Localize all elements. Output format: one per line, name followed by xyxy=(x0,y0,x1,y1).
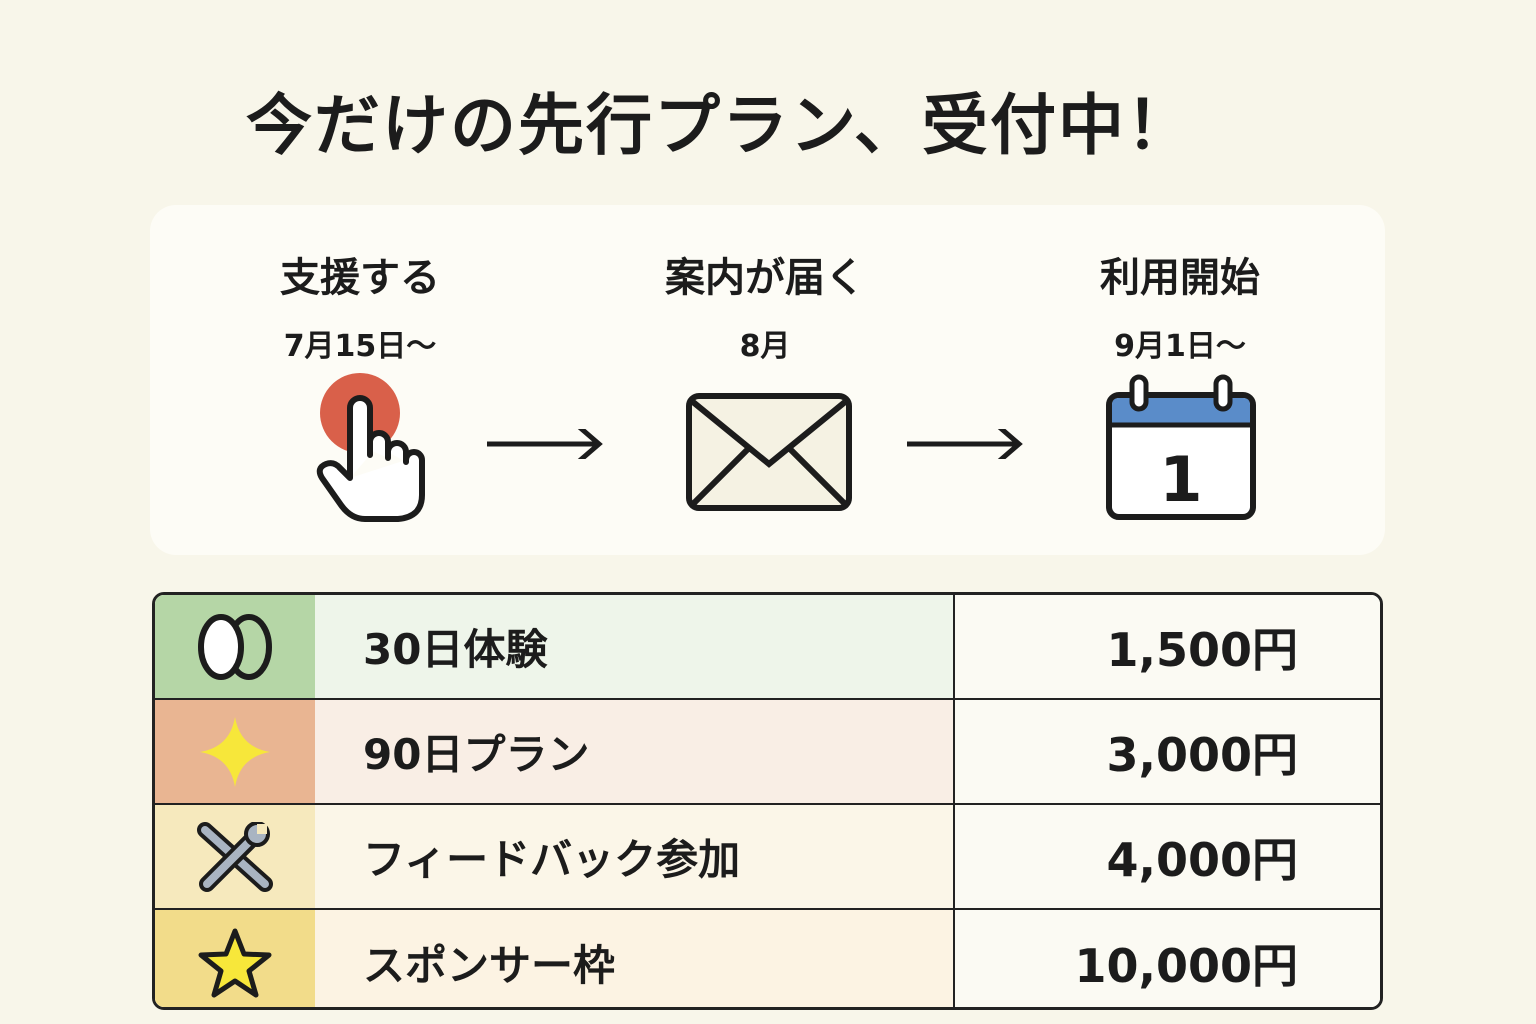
star-icon xyxy=(155,910,315,1007)
arrow-icon xyxy=(907,429,1023,459)
sparkle-icon xyxy=(155,700,315,803)
step-start: 利用開始 9月1日〜 xyxy=(1030,245,1330,365)
tap-hand-icon xyxy=(316,373,425,522)
plan-table: 30日体験 1,500円 90日プラン 3,000円 フィードバック参加 4,0… xyxy=(152,592,1383,1010)
plan-price: 4,000円 xyxy=(955,805,1380,908)
egg-icon xyxy=(155,595,315,698)
step-label: 支援する xyxy=(280,255,440,301)
plan-name: フィードバック参加 xyxy=(315,805,955,908)
plan-row: フィードバック参加 4,000円 xyxy=(155,805,1380,910)
step-date: 7月15日〜 xyxy=(283,329,437,364)
plan-name: スポンサー枠 xyxy=(315,910,955,1007)
envelope-icon xyxy=(686,393,852,511)
plan-row: 30日体験 1,500円 xyxy=(155,595,1380,700)
step-label: 案内が届く xyxy=(665,255,865,301)
step-date: 8月 xyxy=(739,329,791,364)
plan-row: 90日プラン 3,000円 xyxy=(155,700,1380,805)
tools-icon xyxy=(155,805,315,908)
arrow-icon xyxy=(487,429,603,459)
timeline-card: 支援する 7月15日〜 案内が届く 8月 利用開始 9月1日〜 1 xyxy=(150,205,1385,555)
step-support: 支援する 7月15日〜 xyxy=(210,245,510,365)
plan-price: 10,000円 xyxy=(955,910,1380,1007)
step-label: 利用開始 xyxy=(1100,255,1260,301)
step-date: 9月1日〜 xyxy=(1114,329,1246,364)
plan-price: 1,500円 xyxy=(955,595,1380,698)
plan-price: 3,000円 xyxy=(955,700,1380,803)
plan-name: 90日プラン xyxy=(315,700,955,803)
calendar-icon: 1 xyxy=(1106,374,1256,520)
calendar-day: 1 xyxy=(1159,443,1202,516)
page-title: 今だけの先行プラン、受付中！ xyxy=(245,87,1195,164)
plan-row: スポンサー枠 10,000円 xyxy=(155,910,1380,1007)
step-notice: 案内が届く 8月 xyxy=(615,245,915,365)
plan-name: 30日体験 xyxy=(315,595,955,698)
